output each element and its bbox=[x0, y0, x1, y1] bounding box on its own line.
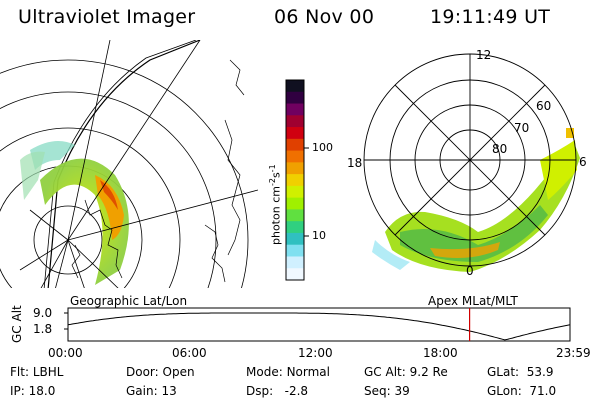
polar-label-18: 18 bbox=[347, 156, 363, 170]
dsp-info: Dsp: -2.8 bbox=[246, 384, 309, 398]
colorbar-segment bbox=[286, 115, 304, 128]
glat-info: GLat: 53.9 bbox=[487, 365, 554, 379]
colorbar-tick-10: 10 bbox=[312, 229, 326, 242]
timeline-ymax: 9.0 bbox=[33, 306, 53, 320]
geographic-map bbox=[0, 40, 258, 288]
colorbar-segment bbox=[286, 244, 304, 257]
polar-label-80: 80 bbox=[492, 142, 508, 156]
colorbar-segment bbox=[286, 209, 304, 222]
timeline-tick-0: 00:00 bbox=[48, 346, 83, 360]
seq-info: Seq: 39 bbox=[364, 384, 410, 398]
polar-label-70: 70 bbox=[514, 121, 530, 135]
polar-label-60: 60 bbox=[536, 99, 552, 113]
altitude-timeline bbox=[64, 307, 571, 342]
timeline-right-title: Apex MLat/MLT bbox=[428, 294, 518, 308]
door-info: Door: Open bbox=[126, 365, 195, 379]
filter-info: Flt: LBHL bbox=[10, 365, 64, 379]
colorbar-label: photon cm-2s-1 bbox=[268, 164, 283, 245]
colorbar-segment bbox=[286, 197, 304, 210]
date-label: 06 Nov 00 bbox=[274, 6, 375, 28]
polar-label-0: 0 bbox=[466, 264, 474, 278]
colorbar-segment bbox=[286, 80, 304, 93]
polar-plot bbox=[363, 53, 580, 272]
glon-info: GLon: 71.0 bbox=[487, 384, 557, 398]
colorbar-segment bbox=[286, 232, 304, 246]
colorbar-segment bbox=[286, 174, 304, 187]
colorbar bbox=[285, 79, 309, 281]
timeline-tick-4: 23:59 bbox=[556, 346, 591, 360]
timeline-tick-2: 12:00 bbox=[298, 346, 333, 360]
colorbar-segment bbox=[286, 162, 304, 175]
colorbar-tick-100: 100 bbox=[312, 141, 333, 154]
colorbar-segment bbox=[286, 91, 304, 105]
mode-info: Mode: Normal bbox=[246, 365, 330, 379]
gcalt-info: GC Alt: 9.2 Re bbox=[364, 365, 448, 379]
auroral-oval-mlt bbox=[372, 128, 580, 272]
time-label: 19:11:49 UT bbox=[430, 6, 551, 28]
auroral-oval-geo bbox=[20, 141, 129, 285]
ip-info: IP: 18.0 bbox=[10, 384, 56, 398]
colorbar-segment bbox=[286, 256, 304, 269]
timeline-ylabel: GC Alt bbox=[10, 305, 24, 343]
polar-label-6: 6 bbox=[579, 155, 587, 169]
colorbar-segment bbox=[286, 138, 304, 152]
colorbar-segment bbox=[286, 127, 304, 140]
meridians bbox=[19, 40, 258, 288]
coastlines bbox=[71, 59, 245, 283]
colorbar-segment bbox=[286, 103, 304, 116]
timeline-tick-1: 06:00 bbox=[172, 346, 207, 360]
colorbar-segment bbox=[286, 221, 304, 234]
colorbar-segment bbox=[286, 150, 304, 163]
colorbar-segment bbox=[286, 185, 304, 199]
polar-label-12: 12 bbox=[476, 48, 492, 62]
app-title: Ultraviolet Imager bbox=[18, 6, 196, 28]
timeline-left-title: Geographic Lat/Lon bbox=[70, 294, 188, 308]
timeline-tick-3: 18:00 bbox=[423, 346, 458, 360]
colorbar-segment bbox=[286, 268, 304, 281]
timeline-ymin: 1.8 bbox=[33, 322, 53, 336]
gain-info: Gain: 13 bbox=[126, 384, 177, 398]
